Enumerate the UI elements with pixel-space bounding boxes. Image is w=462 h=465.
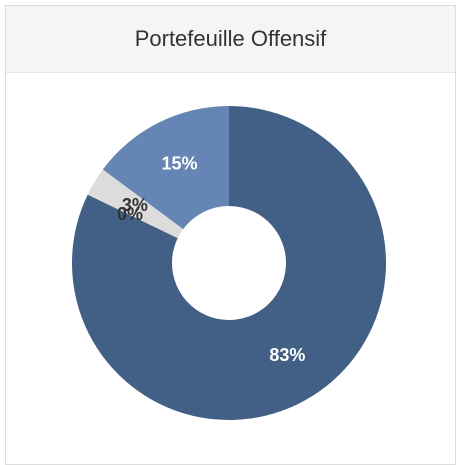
slice-label: 15% — [162, 154, 198, 174]
slice-label: 3% — [122, 195, 148, 215]
slice — [102, 106, 229, 230]
chart-title: Portefeuille Offensif — [6, 6, 455, 73]
slice — [87, 169, 184, 239]
slice — [72, 106, 387, 420]
slice-label: 83% — [269, 345, 305, 365]
slice-label: 0% — [117, 204, 143, 224]
